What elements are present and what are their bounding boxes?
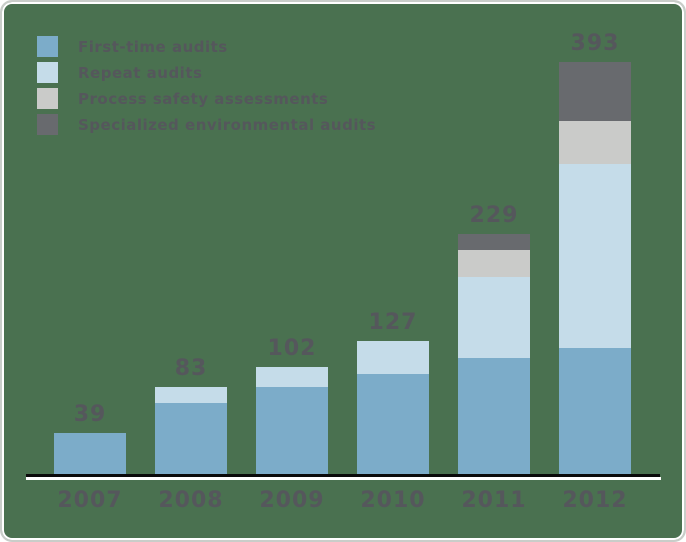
legend-swatch-icon bbox=[37, 62, 58, 83]
bar-segment-first-time-audits-2012 bbox=[559, 348, 631, 474]
legend-item: Process safety assessments bbox=[37, 88, 376, 109]
x-axis-underline bbox=[26, 477, 661, 480]
bar-segment-process-safety-assessments-2012 bbox=[559, 121, 631, 164]
legend-swatch-icon bbox=[37, 88, 58, 109]
bar-segment-first-time-audits-2009 bbox=[256, 387, 328, 474]
x-axis-line bbox=[26, 474, 660, 477]
x-axis-tick-label: 2011 bbox=[461, 488, 527, 513]
bar-segment-first-time-audits-2008 bbox=[155, 403, 227, 474]
bar-segment-specialized-environmental-audits-2012 bbox=[559, 62, 631, 121]
bar-segment-repeat-audits-2008 bbox=[155, 387, 227, 403]
legend-swatch-icon bbox=[37, 114, 58, 135]
bar-total-label: 127 bbox=[368, 310, 418, 335]
bar-total-label: 229 bbox=[469, 203, 519, 228]
legend-label: Process safety assessments bbox=[78, 89, 329, 108]
legend-swatch-icon bbox=[37, 36, 58, 57]
bar-segment-repeat-audits-2009 bbox=[256, 367, 328, 387]
bar-total-label: 102 bbox=[267, 336, 317, 361]
x-axis-tick-label: 2009 bbox=[259, 488, 325, 513]
bar-segment-specialized-environmental-audits-2011 bbox=[458, 234, 530, 250]
legend-item: Specialized environmental audits bbox=[37, 114, 376, 135]
bar-segment-first-time-audits-2010 bbox=[357, 374, 429, 474]
bar-segment-process-safety-assessments-2011 bbox=[458, 250, 530, 277]
legend-item: Repeat audits bbox=[37, 62, 376, 83]
legend-item: First-time audits bbox=[37, 36, 376, 57]
x-axis-tick-label: 2008 bbox=[158, 488, 224, 513]
x-axis-tick-label: 2010 bbox=[360, 488, 426, 513]
legend-label: First-time audits bbox=[78, 37, 228, 56]
bar-total-label: 39 bbox=[73, 402, 107, 427]
legend-label: Specialized environmental audits bbox=[78, 115, 377, 134]
legend: First-time audits Repeat audits Process sa… bbox=[37, 36, 376, 140]
bar-segment-first-time-audits-2011 bbox=[458, 358, 530, 474]
bar-total-label: 83 bbox=[174, 356, 208, 381]
bar-segment-repeat-audits-2010 bbox=[357, 341, 429, 374]
bar-segment-first-time-audits-2007 bbox=[54, 433, 126, 474]
bar-total-label: 393 bbox=[570, 31, 620, 56]
bar-segment-repeat-audits-2011 bbox=[458, 277, 530, 358]
legend-label: Repeat audits bbox=[78, 63, 203, 82]
bar-segment-repeat-audits-2012 bbox=[559, 164, 631, 348]
x-axis-tick-label: 2012 bbox=[562, 488, 628, 513]
x-axis-tick-label: 2007 bbox=[57, 488, 123, 513]
